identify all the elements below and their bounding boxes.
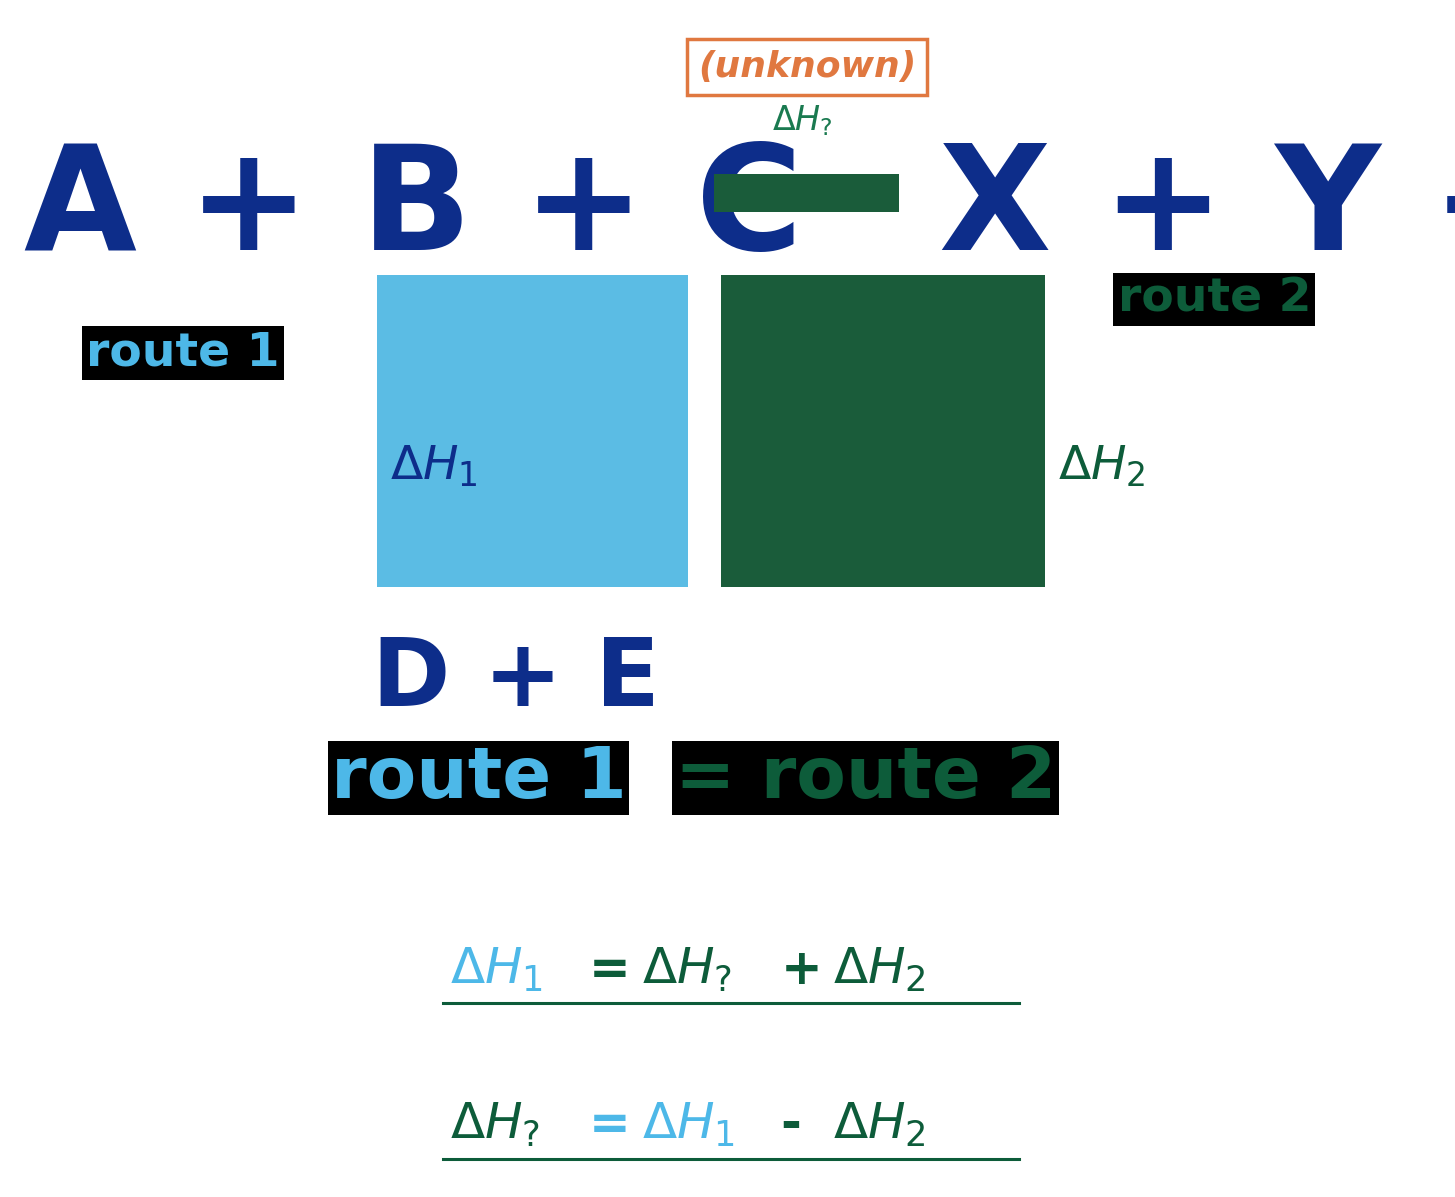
Text: (unknown): (unknown) <box>698 50 917 84</box>
Text: $\Delta H_2$: $\Delta H_2$ <box>834 946 925 994</box>
Bar <box>377 275 688 587</box>
Text: $\Delta H_1$: $\Delta H_1$ <box>450 946 543 994</box>
Text: =: = <box>589 946 630 994</box>
Text: $\Delta H_{?}$: $\Delta H_{?}$ <box>773 103 834 138</box>
Text: $\Delta H_?$: $\Delta H_?$ <box>450 1101 540 1149</box>
Bar <box>714 174 899 198</box>
Text: $\Delta H_1$: $\Delta H_1$ <box>390 444 477 490</box>
Text: +: + <box>780 946 822 994</box>
Text: $\Delta H_2$: $\Delta H_2$ <box>834 1101 925 1149</box>
Text: route 1: route 1 <box>330 743 627 813</box>
Text: route 1: route 1 <box>86 330 279 376</box>
Text: $\Delta H_?$: $\Delta H_?$ <box>642 946 732 994</box>
Text: route 2: route 2 <box>1117 277 1311 322</box>
Text: $\Delta H_1$: $\Delta H_1$ <box>642 1101 735 1149</box>
Text: -: - <box>780 1101 802 1149</box>
Text: A + B + C: A + B + C <box>23 139 803 280</box>
Bar <box>720 275 1045 587</box>
Text: =: = <box>589 1101 630 1149</box>
Bar <box>714 188 899 212</box>
Text: $\Delta H_2$: $\Delta H_2$ <box>1058 444 1145 490</box>
Text: D + E: D + E <box>372 634 659 727</box>
Text: X + Y + C: X + Y + C <box>938 139 1455 280</box>
Text: = route 2: = route 2 <box>675 743 1056 813</box>
